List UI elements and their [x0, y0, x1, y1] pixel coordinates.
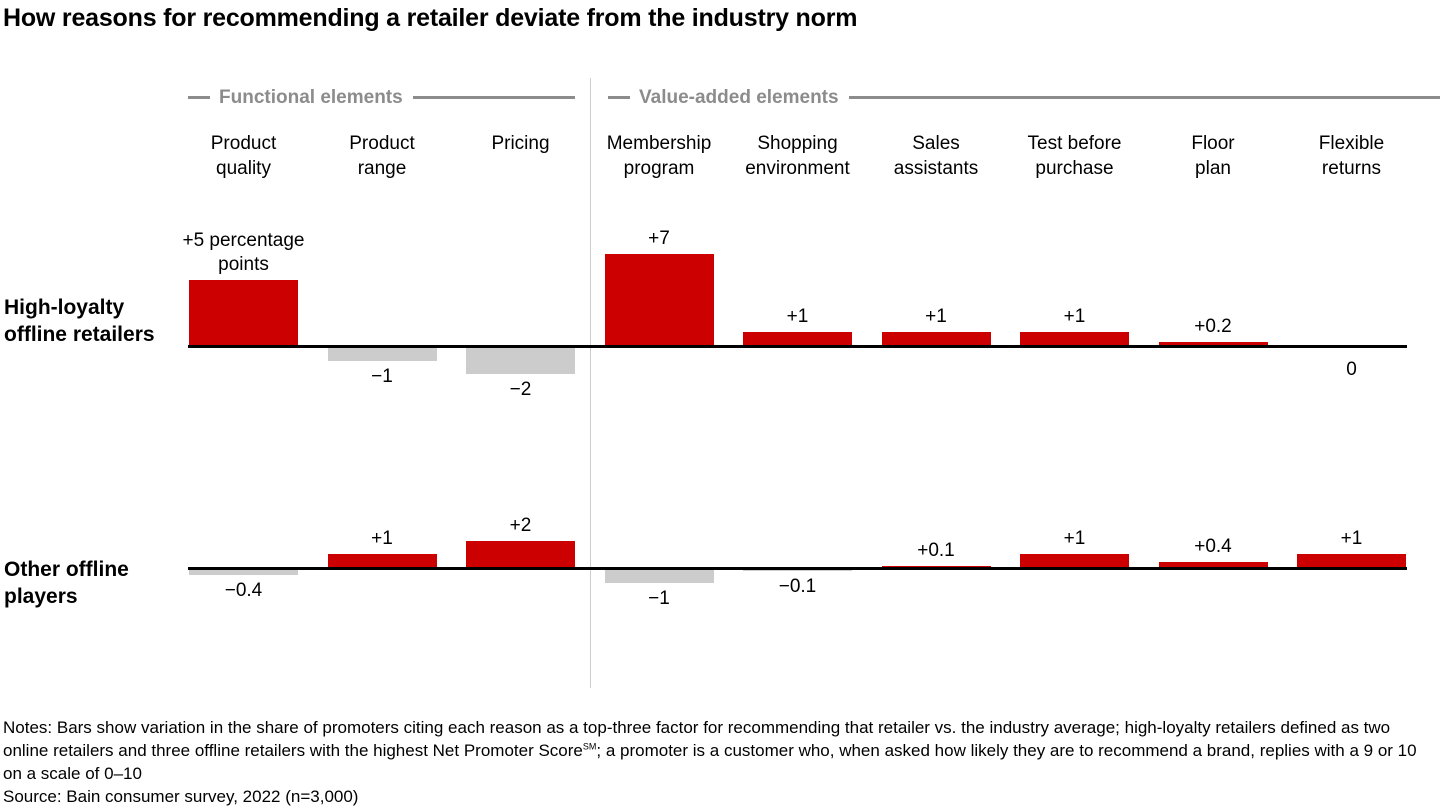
- column-header-line: returns: [1321, 158, 1382, 179]
- bar: [604, 254, 714, 345]
- bar: [1158, 342, 1268, 345]
- bar: [1020, 554, 1129, 567]
- bar-value-label: +0.4: [1194, 535, 1232, 557]
- column-header-line: Membership: [606, 133, 712, 154]
- bar: [189, 570, 298, 576]
- column-header-line: Product: [349, 133, 415, 154]
- bar-value-label: +1: [925, 306, 947, 327]
- bar-value-label: +1: [1340, 528, 1363, 549]
- column-header-line: Sales: [912, 133, 960, 154]
- source-line: Source: Bain consumer survey, 2022 (n=3,…: [3, 787, 359, 806]
- group-divider-line: [590, 78, 591, 688]
- bar: [881, 565, 991, 567]
- column-header-line: Product: [210, 133, 277, 154]
- bar-value-label: −1: [371, 366, 393, 387]
- horizontal-rule: [412, 96, 575, 99]
- bar: [466, 348, 575, 374]
- column-header-line: plan: [1195, 158, 1231, 179]
- bar-value-label: +2: [509, 515, 532, 536]
- column-header: Floor plan: [1143, 131, 1283, 181]
- column-header: Test before purchase: [1005, 131, 1145, 181]
- column-header-line: Floor: [1191, 133, 1235, 154]
- column-header: Shopping environment: [728, 131, 868, 181]
- bar: [743, 570, 852, 572]
- row-label: Other offline players: [4, 556, 129, 610]
- bar-value-label: +1: [371, 528, 393, 549]
- bar: [466, 541, 575, 567]
- row-baseline: [188, 345, 1407, 348]
- bar-value-label: +1: [786, 306, 809, 327]
- bar: [1020, 332, 1129, 345]
- dash-line-icon: [608, 96, 630, 99]
- row-label-line: offline retailers: [4, 323, 155, 346]
- column-header: Sales assistants: [866, 131, 1006, 181]
- bar-value-label: −0.1: [778, 576, 817, 598]
- column-header-line: assistants: [893, 158, 979, 179]
- column-header: Membership program: [589, 131, 729, 181]
- column-header-line: program: [623, 158, 695, 179]
- column-header-line: environment: [745, 158, 850, 179]
- bar-value-label: +5 percentage points: [182, 230, 305, 275]
- bar: [327, 348, 437, 361]
- row-baseline: [188, 567, 1407, 570]
- bar: [1158, 561, 1268, 567]
- bar-value-label: +1: [1063, 306, 1086, 327]
- bar-value-label: +7: [648, 228, 670, 249]
- column-header: Flexible returns: [1282, 131, 1422, 181]
- chart-title: How reasons for recommending a retailer …: [3, 4, 858, 32]
- column-header-line: Pricing: [491, 133, 550, 154]
- dash-line-icon: [188, 96, 210, 99]
- column-header-line: Test before: [1027, 133, 1122, 154]
- group-label-value-added: Value-added elements: [639, 86, 839, 108]
- column-header-line: range: [357, 158, 407, 179]
- horizontal-rule: [848, 96, 1440, 99]
- row-label-line: High-loyalty: [4, 296, 125, 319]
- group-header-value-added: Value-added elements: [608, 87, 1440, 108]
- row-label-line: Other offline: [4, 558, 129, 581]
- column-header-line: Shopping: [757, 133, 838, 154]
- group-label-functional: Functional elements: [219, 86, 403, 108]
- bar: [881, 332, 991, 345]
- row-label-line: players: [4, 585, 78, 608]
- bar-value-label: −2: [509, 379, 532, 400]
- column-header: Product quality: [174, 131, 314, 181]
- column-header: Product range: [312, 131, 452, 181]
- bar: [604, 570, 714, 583]
- column-header-line: quality: [216, 158, 271, 179]
- bar: [743, 332, 852, 345]
- column-header-line: purchase: [1035, 158, 1114, 179]
- bar-value-label: +1: [1063, 528, 1086, 549]
- column-header: Pricing: [451, 131, 591, 156]
- bar: [327, 554, 437, 567]
- notes: Notes: Bars show variation in the share …: [3, 716, 1437, 808]
- bar-value-label: +0.2: [1194, 316, 1232, 338]
- bar-value-label: −0.4: [224, 580, 263, 602]
- bar: [189, 280, 298, 345]
- notes-text: Notes: Bars show variation in the share …: [3, 718, 1391, 760]
- bar-value-label: +0.1: [917, 539, 955, 561]
- bar-value-label: 0: [1346, 359, 1357, 380]
- bar-value-label: −1: [648, 588, 670, 609]
- service-mark: SM: [582, 741, 597, 752]
- group-header-functional: Functional elements: [188, 87, 575, 108]
- notes-text-continued: ; a promoter is a customer who, when ask…: [3, 741, 1417, 783]
- bar: [1297, 554, 1406, 567]
- column-header-line: Flexible: [1318, 133, 1385, 154]
- row-label: High-loyalty offline retailers: [4, 294, 155, 348]
